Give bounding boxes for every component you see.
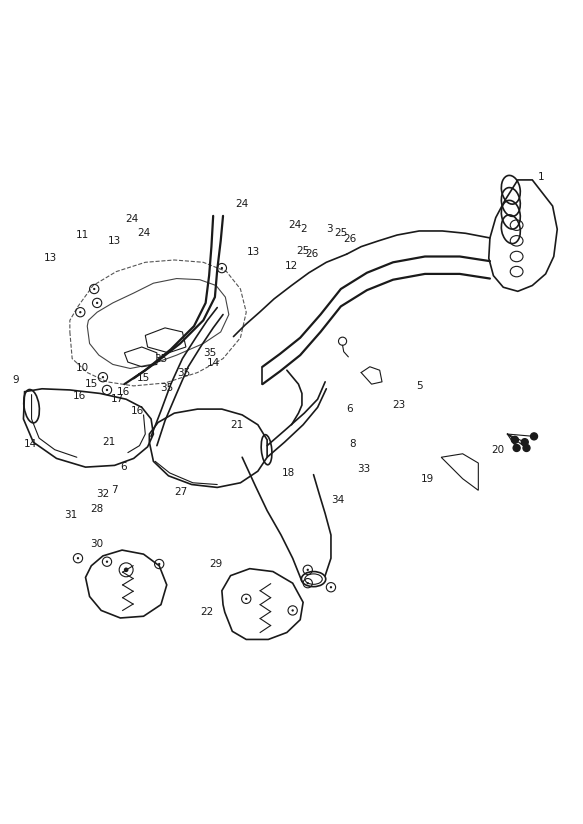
Text: 16: 16 bbox=[131, 406, 145, 416]
Text: 15: 15 bbox=[85, 379, 98, 389]
Text: 32: 32 bbox=[96, 489, 110, 499]
Text: 31: 31 bbox=[64, 510, 78, 520]
Text: 24: 24 bbox=[137, 228, 150, 238]
Text: 28: 28 bbox=[90, 504, 104, 514]
Text: 15: 15 bbox=[137, 373, 150, 383]
Circle shape bbox=[77, 557, 79, 559]
Text: 11: 11 bbox=[76, 230, 89, 240]
Circle shape bbox=[307, 582, 309, 584]
Circle shape bbox=[292, 609, 294, 611]
Circle shape bbox=[513, 444, 520, 452]
Text: 23: 23 bbox=[392, 400, 405, 410]
Text: 13: 13 bbox=[108, 236, 121, 246]
Text: 24: 24 bbox=[288, 220, 301, 230]
Circle shape bbox=[106, 560, 108, 563]
Text: 24: 24 bbox=[125, 214, 139, 224]
Circle shape bbox=[96, 302, 99, 304]
Text: 13: 13 bbox=[247, 247, 261, 257]
Circle shape bbox=[221, 267, 223, 269]
Text: 26: 26 bbox=[343, 234, 356, 244]
Text: 21: 21 bbox=[230, 419, 243, 430]
Text: 19: 19 bbox=[422, 474, 434, 484]
Circle shape bbox=[531, 433, 538, 440]
Text: 3: 3 bbox=[326, 224, 332, 234]
Text: 35: 35 bbox=[178, 368, 191, 377]
Text: 20: 20 bbox=[491, 445, 504, 455]
Circle shape bbox=[521, 438, 528, 446]
Text: 34: 34 bbox=[331, 495, 345, 505]
Text: 26: 26 bbox=[305, 249, 318, 260]
Text: 30: 30 bbox=[90, 539, 104, 550]
Text: 8: 8 bbox=[349, 439, 356, 449]
Text: 21: 21 bbox=[102, 438, 115, 447]
Text: 2: 2 bbox=[300, 224, 307, 234]
Text: 16: 16 bbox=[117, 386, 130, 396]
Circle shape bbox=[124, 568, 128, 572]
Circle shape bbox=[307, 569, 309, 571]
Text: 5: 5 bbox=[416, 381, 423, 391]
Text: 27: 27 bbox=[175, 487, 188, 497]
Text: 14: 14 bbox=[206, 358, 220, 368]
Circle shape bbox=[93, 288, 96, 290]
Text: 35: 35 bbox=[154, 353, 167, 363]
Circle shape bbox=[330, 586, 332, 588]
Text: 16: 16 bbox=[73, 391, 86, 400]
Text: 1: 1 bbox=[538, 172, 545, 182]
Circle shape bbox=[106, 389, 108, 391]
Text: 24: 24 bbox=[236, 199, 249, 209]
Circle shape bbox=[102, 376, 104, 378]
Text: 6: 6 bbox=[120, 462, 127, 472]
Text: 25: 25 bbox=[297, 246, 310, 255]
Text: 25: 25 bbox=[334, 228, 347, 238]
Text: 7: 7 bbox=[111, 485, 118, 495]
Text: 22: 22 bbox=[201, 607, 214, 617]
Text: 10: 10 bbox=[76, 363, 89, 373]
Text: 9: 9 bbox=[13, 375, 19, 385]
Circle shape bbox=[523, 444, 530, 452]
Text: 6: 6 bbox=[346, 404, 353, 414]
Text: 18: 18 bbox=[282, 468, 295, 478]
Circle shape bbox=[245, 597, 247, 600]
Text: 14: 14 bbox=[24, 439, 37, 449]
Text: 35: 35 bbox=[160, 382, 173, 392]
Circle shape bbox=[158, 563, 160, 565]
Text: 12: 12 bbox=[285, 260, 298, 271]
Text: 29: 29 bbox=[209, 559, 223, 569]
Text: 13: 13 bbox=[44, 253, 57, 263]
Text: 35: 35 bbox=[203, 348, 217, 358]
Circle shape bbox=[511, 437, 518, 443]
Text: 33: 33 bbox=[357, 464, 371, 474]
Circle shape bbox=[79, 311, 82, 313]
Text: 17: 17 bbox=[111, 394, 124, 405]
